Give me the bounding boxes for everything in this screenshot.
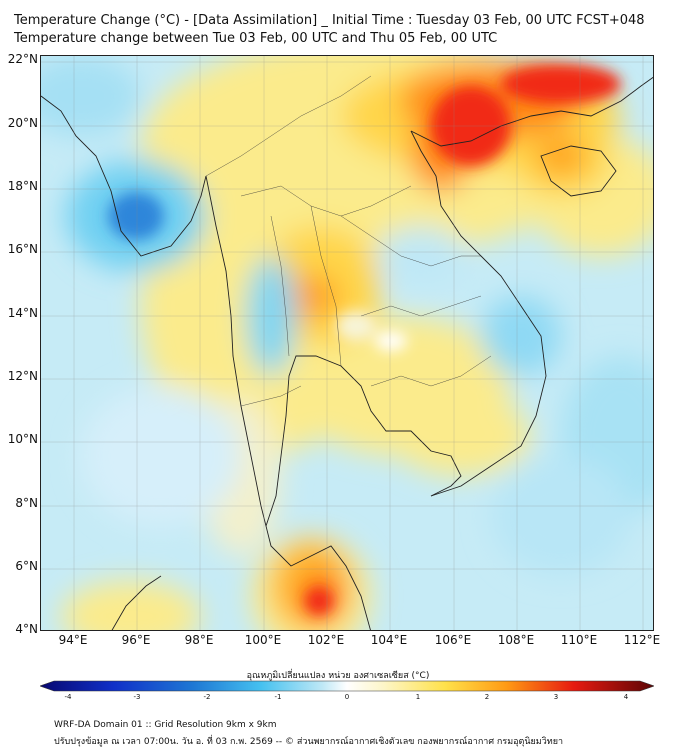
colorbar-tick-label: -2 <box>203 693 211 701</box>
lon-label: 112°E <box>623 633 661 647</box>
lon-label: 94°E <box>58 633 88 647</box>
footer-model-info: WRF-DA Domain 01 :: Grid Resolution 9km … <box>54 720 277 730</box>
lat-label: 8°N <box>15 496 38 510</box>
lat-label: 12°N <box>7 369 38 383</box>
lon-label: 98°E <box>184 633 214 647</box>
lat-label: 16°N <box>7 242 38 256</box>
lat-label: 18°N <box>7 179 38 193</box>
colorbar-tick-label: 1 <box>415 693 421 701</box>
admin-borders <box>205 75 492 407</box>
temperature-change-map <box>40 55 654 631</box>
colorbar <box>40 680 654 692</box>
graticule <box>41 56 653 630</box>
chart-title: Temperature Change (°C) - [Data Assimila… <box>14 13 645 28</box>
chart-subtitle: Temperature change between Tue 03 Feb, 0… <box>14 31 498 46</box>
colorbar-tick-label: -3 <box>133 693 141 701</box>
colorbar-tick-label: -1 <box>274 693 282 701</box>
lon-label: 104°E <box>370 633 408 647</box>
colorbar-tick-label: 0 <box>344 693 350 701</box>
colorbar-tick-label: -4 <box>64 693 72 701</box>
colorbar-gradient <box>40 680 654 692</box>
lat-label: 4°N <box>15 622 38 636</box>
lon-label: 100°E <box>244 633 282 647</box>
lon-label: 96°E <box>121 633 151 647</box>
lon-label: 102°E <box>307 633 345 647</box>
colorbar-tick-label: 3 <box>553 693 559 701</box>
lat-label: 20°N <box>7 116 38 130</box>
colorbar-tick-label: 4 <box>623 693 629 701</box>
lat-label: 14°N <box>7 306 38 320</box>
lon-label: 108°E <box>497 633 535 647</box>
footer-credit: ปรับปรุงข้อมูล ณ เวลา 07:00น. วัน อ. ที่… <box>54 737 564 747</box>
lat-label: 6°N <box>15 559 38 573</box>
map-canvas <box>41 56 653 630</box>
lon-label: 106°E <box>434 633 472 647</box>
lat-label: 10°N <box>7 432 38 446</box>
colorbar-title: อุณหภูมิเปลี่ยนแปลง หน่วย องศาเซลเซียส (… <box>246 671 430 681</box>
lat-label: 22°N <box>7 52 38 66</box>
colorbar-tick-label: 2 <box>484 693 490 701</box>
lon-label: 110°E <box>560 633 598 647</box>
